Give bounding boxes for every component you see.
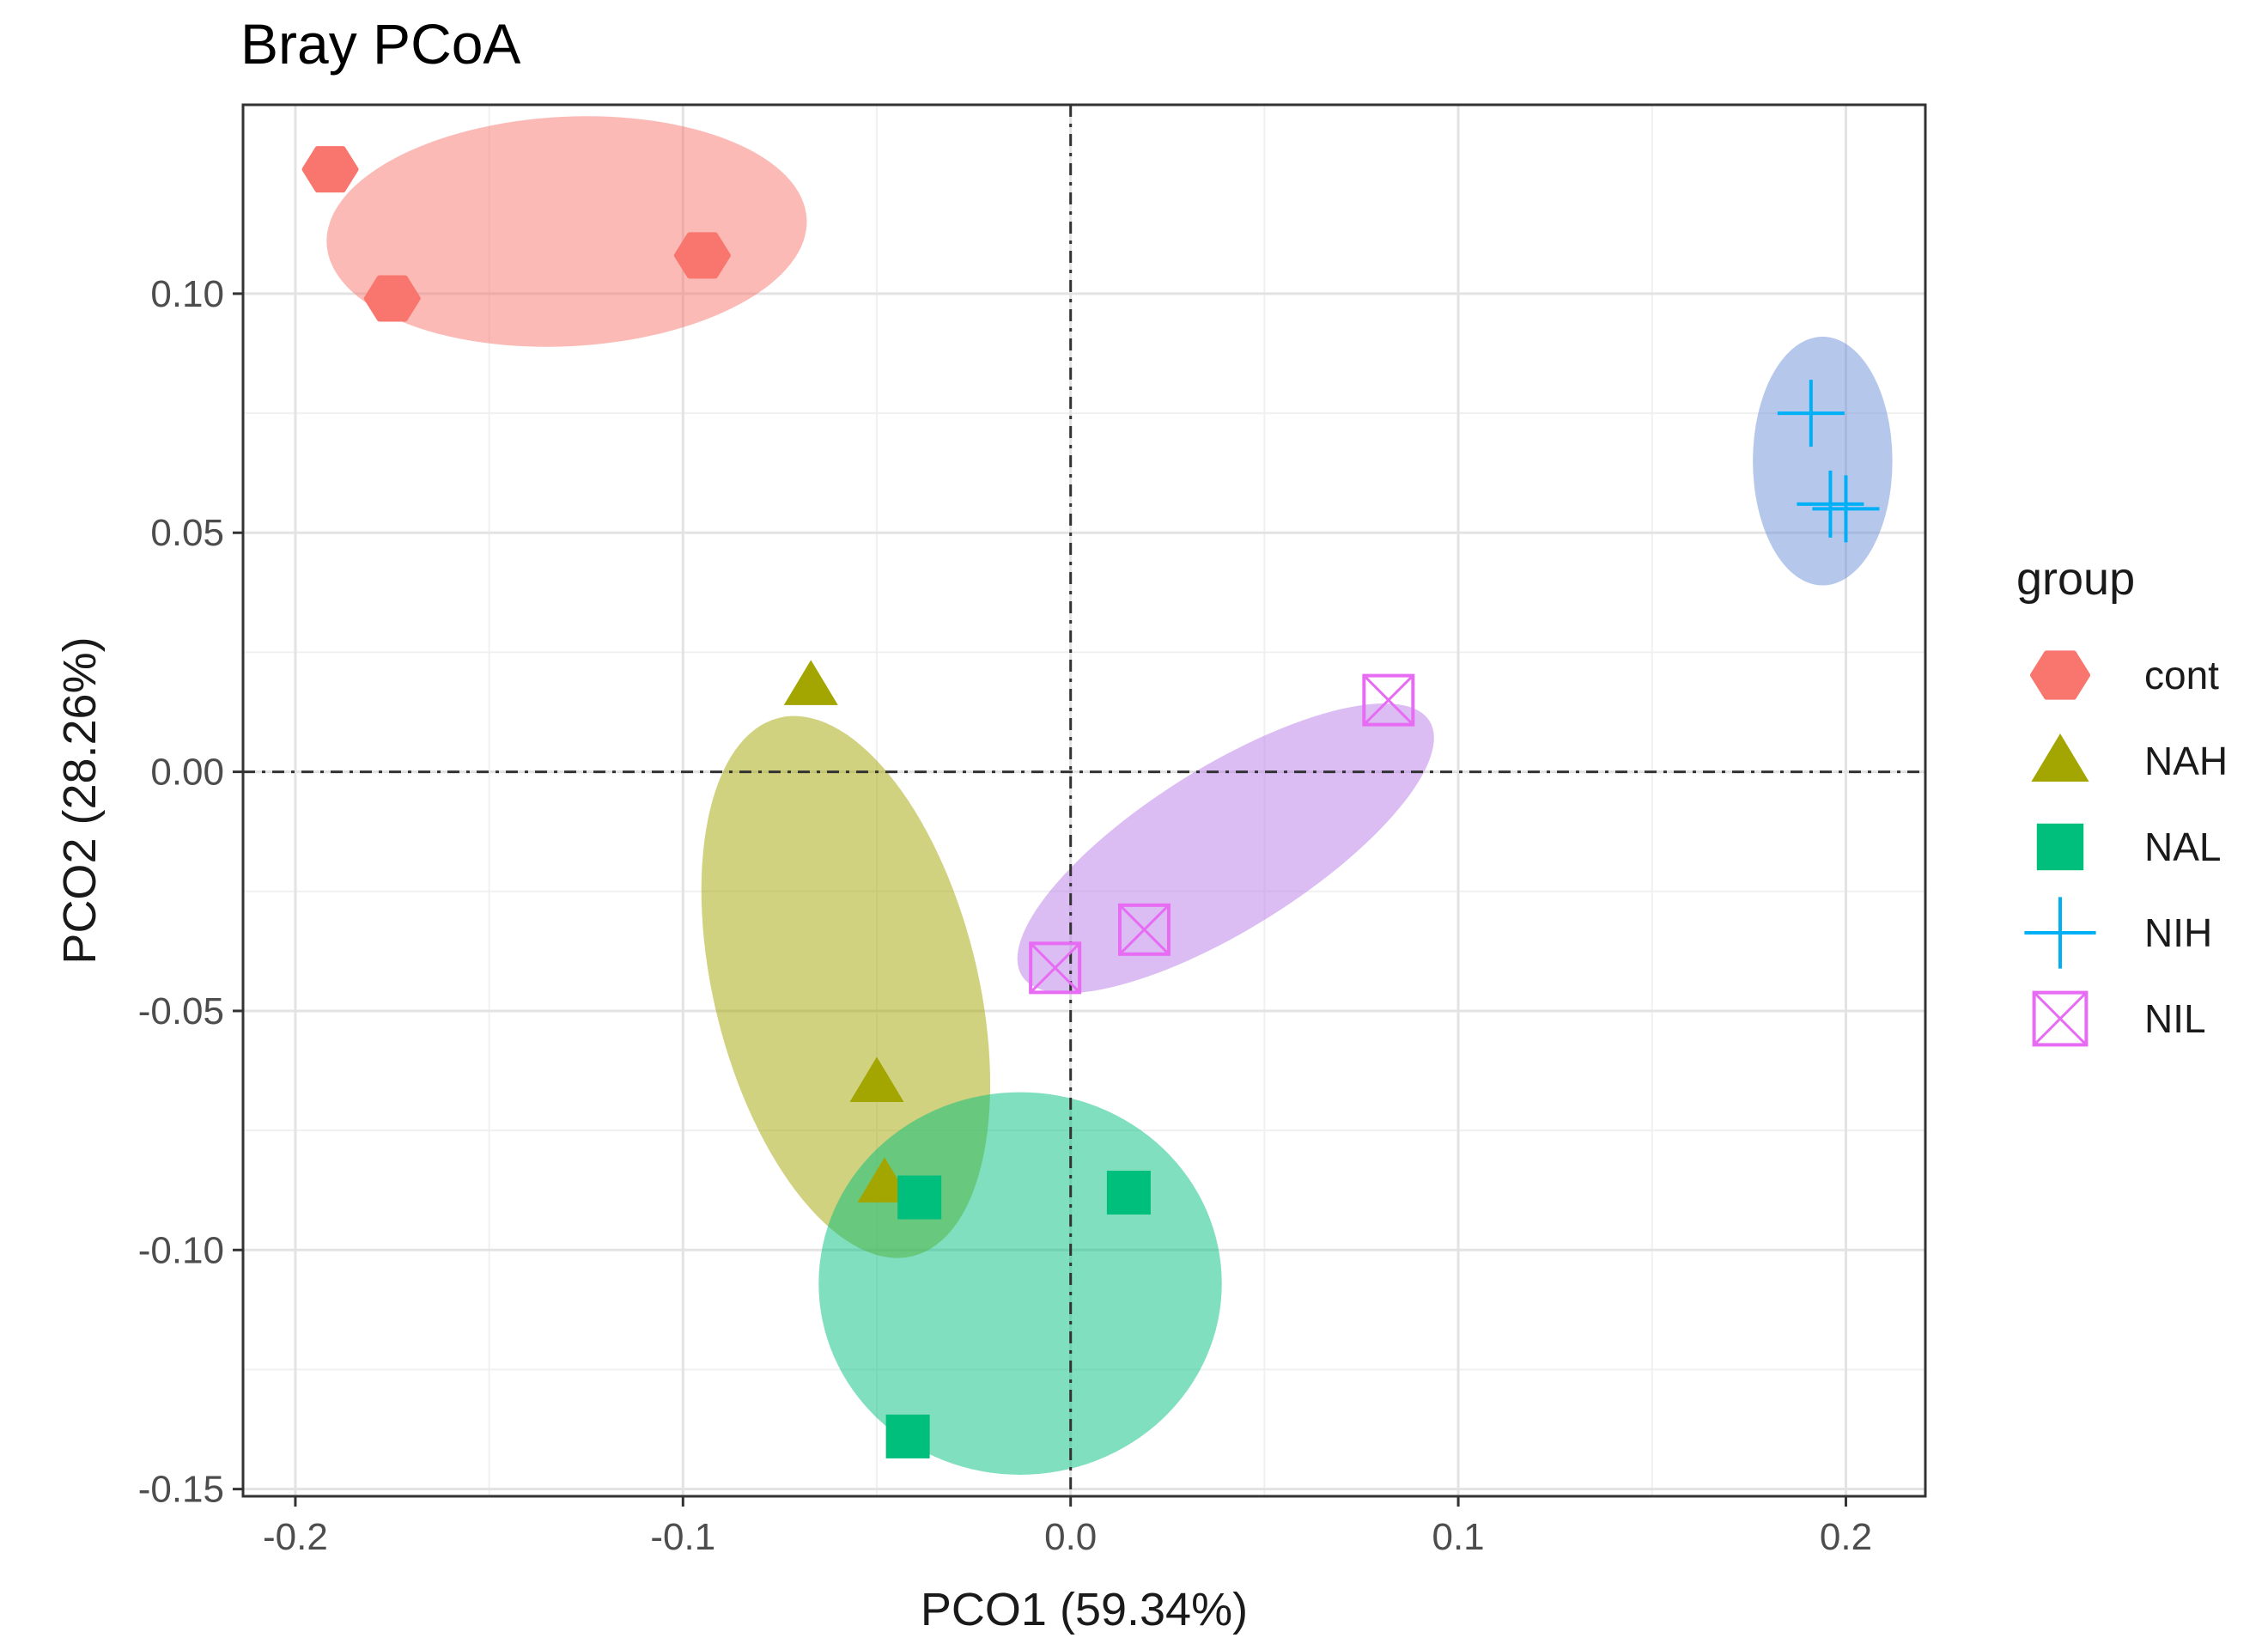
legend: group cont NAH NAL NIH NIL — [2016, 553, 2228, 1047]
legend-label-NIL: NIL — [2144, 996, 2206, 1041]
x-tick-label: -0.2 — [263, 1516, 328, 1558]
legend-label-NIH: NIH — [2144, 910, 2212, 955]
data-point-NIL — [1029, 941, 1082, 995]
legend-key-NIH — [2024, 897, 2096, 969]
plot-panel-border — [241, 103, 1927, 1498]
chart-title: Bray PCoA — [240, 12, 520, 76]
data-point-NIL — [1117, 903, 1170, 956]
data-point-NAL — [1106, 1170, 1151, 1215]
data-point-NAL — [885, 1414, 930, 1458]
data-point-cont — [673, 232, 731, 279]
axis-ticks: -0.2 -0.1 0.0 0.1 0.2 0.10 0.05 0.00 -0.05 -0.10 -… — [138, 273, 1872, 1558]
legend-key-NIL — [2032, 990, 2089, 1047]
data-point-NAH — [849, 1056, 904, 1102]
confidence-ellipse-NIL — [1017, 703, 1434, 994]
y-tick-label: -0.05 — [138, 990, 224, 1032]
confidence-ellipse-NAL — [818, 1092, 1222, 1475]
data-point-NIH — [1777, 380, 1845, 448]
y-tick-label: -0.10 — [138, 1229, 224, 1271]
data-point-NIL — [1362, 673, 1415, 727]
ellipse-layer — [326, 116, 1893, 1475]
data-point-NAL — [897, 1175, 942, 1220]
x-tick-label: 0.0 — [1044, 1516, 1097, 1558]
confidence-ellipse-NIH — [1753, 337, 1893, 586]
y-tick-label: 0.05 — [150, 512, 224, 554]
legend-label-NAH: NAH — [2144, 739, 2228, 783]
x-tick-label: 0.2 — [1820, 1516, 1872, 1558]
y-axis-title: PCO2 (28.26%) — [54, 636, 106, 964]
x-axis-title: PCO1 (59.34%) — [921, 1584, 1248, 1635]
data-point-NIH — [1797, 470, 1864, 538]
grid-layer — [243, 105, 1925, 1496]
legend-title: group — [2016, 553, 2135, 605]
reference-lines — [243, 105, 1925, 1496]
y-tick-label: 0.10 — [150, 273, 224, 315]
confidence-ellipse-cont — [326, 116, 807, 347]
legend-key-cont — [2030, 650, 2090, 700]
data-point-cont — [301, 146, 359, 193]
x-tick-label: -0.1 — [650, 1516, 715, 1558]
point-layer — [301, 146, 1880, 1458]
data-point-NIH — [1812, 475, 1880, 543]
legend-key-NAH — [2031, 734, 2089, 782]
data-point-NAH — [783, 660, 838, 705]
data-point-cont — [363, 275, 421, 322]
x-tick-label: 0.1 — [1432, 1516, 1484, 1558]
legend-key-NAL — [2036, 823, 2084, 871]
y-tick-label: 0.00 — [150, 752, 224, 794]
legend-label-cont: cont — [2144, 653, 2219, 697]
legend-label-NAL: NAL — [2144, 825, 2221, 869]
y-tick-label: -0.15 — [138, 1469, 224, 1511]
